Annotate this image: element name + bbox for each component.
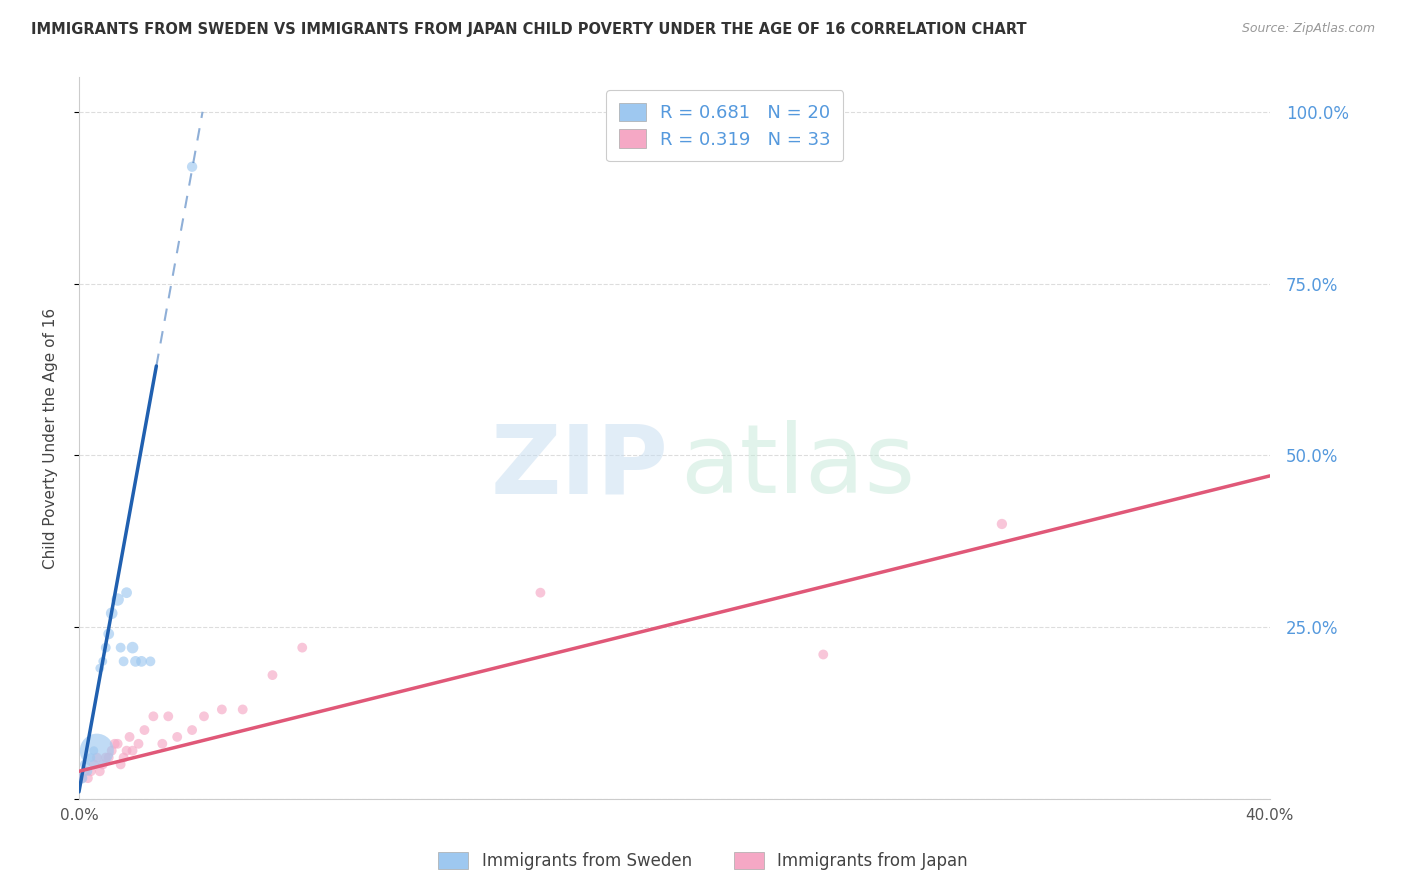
Point <box>262 668 284 682</box>
Point <box>131 654 153 668</box>
Point <box>77 764 100 779</box>
Point <box>91 757 114 772</box>
Y-axis label: Child Poverty Under the Age of 16: Child Poverty Under the Age of 16 <box>44 308 58 569</box>
Point <box>115 744 138 758</box>
Point <box>100 744 122 758</box>
Point <box>121 640 143 655</box>
Point <box>94 750 117 764</box>
Point <box>134 723 156 737</box>
Point <box>110 757 132 772</box>
Point <box>128 737 150 751</box>
Point <box>94 640 117 655</box>
Point <box>73 764 96 779</box>
Point <box>529 585 551 599</box>
Point <box>139 654 162 668</box>
Point <box>181 160 204 174</box>
Point <box>112 654 135 668</box>
Text: IMMIGRANTS FROM SWEDEN VS IMMIGRANTS FROM JAPAN CHILD POVERTY UNDER THE AGE OF 1: IMMIGRANTS FROM SWEDEN VS IMMIGRANTS FRO… <box>31 22 1026 37</box>
Point <box>80 750 103 764</box>
Point <box>121 744 143 758</box>
Point <box>89 764 111 779</box>
Point <box>83 757 105 772</box>
Point <box>73 757 96 772</box>
Point <box>181 723 204 737</box>
Point <box>86 744 108 758</box>
Text: atlas: atlas <box>681 420 915 514</box>
Point <box>166 730 188 744</box>
Point <box>70 771 93 785</box>
Point <box>97 750 120 764</box>
Point <box>232 702 254 716</box>
Text: Source: ZipAtlas.com: Source: ZipAtlas.com <box>1241 22 1375 36</box>
Point <box>107 737 129 751</box>
Point <box>193 709 215 723</box>
Point <box>86 750 108 764</box>
Point <box>112 750 135 764</box>
Point <box>100 607 122 621</box>
Point <box>107 592 129 607</box>
Point <box>991 516 1014 531</box>
Point <box>97 627 120 641</box>
Point <box>110 640 132 655</box>
Point <box>83 744 105 758</box>
Point <box>150 737 173 751</box>
Point <box>91 654 114 668</box>
Point <box>104 737 127 751</box>
Point <box>142 709 165 723</box>
Point <box>115 585 138 599</box>
Point <box>211 702 233 716</box>
Legend: Immigrants from Sweden, Immigrants from Japan: Immigrants from Sweden, Immigrants from … <box>432 845 974 877</box>
Point <box>118 730 141 744</box>
Point <box>70 771 93 785</box>
Point <box>157 709 180 723</box>
Point <box>124 654 146 668</box>
Legend: R = 0.681   N = 20, R = 0.319   N = 33: R = 0.681 N = 20, R = 0.319 N = 33 <box>606 90 844 161</box>
Point <box>813 648 835 662</box>
Point <box>80 764 103 779</box>
Point <box>291 640 314 655</box>
Point <box>89 661 111 675</box>
Point <box>77 771 100 785</box>
Text: ZIP: ZIP <box>491 420 668 514</box>
